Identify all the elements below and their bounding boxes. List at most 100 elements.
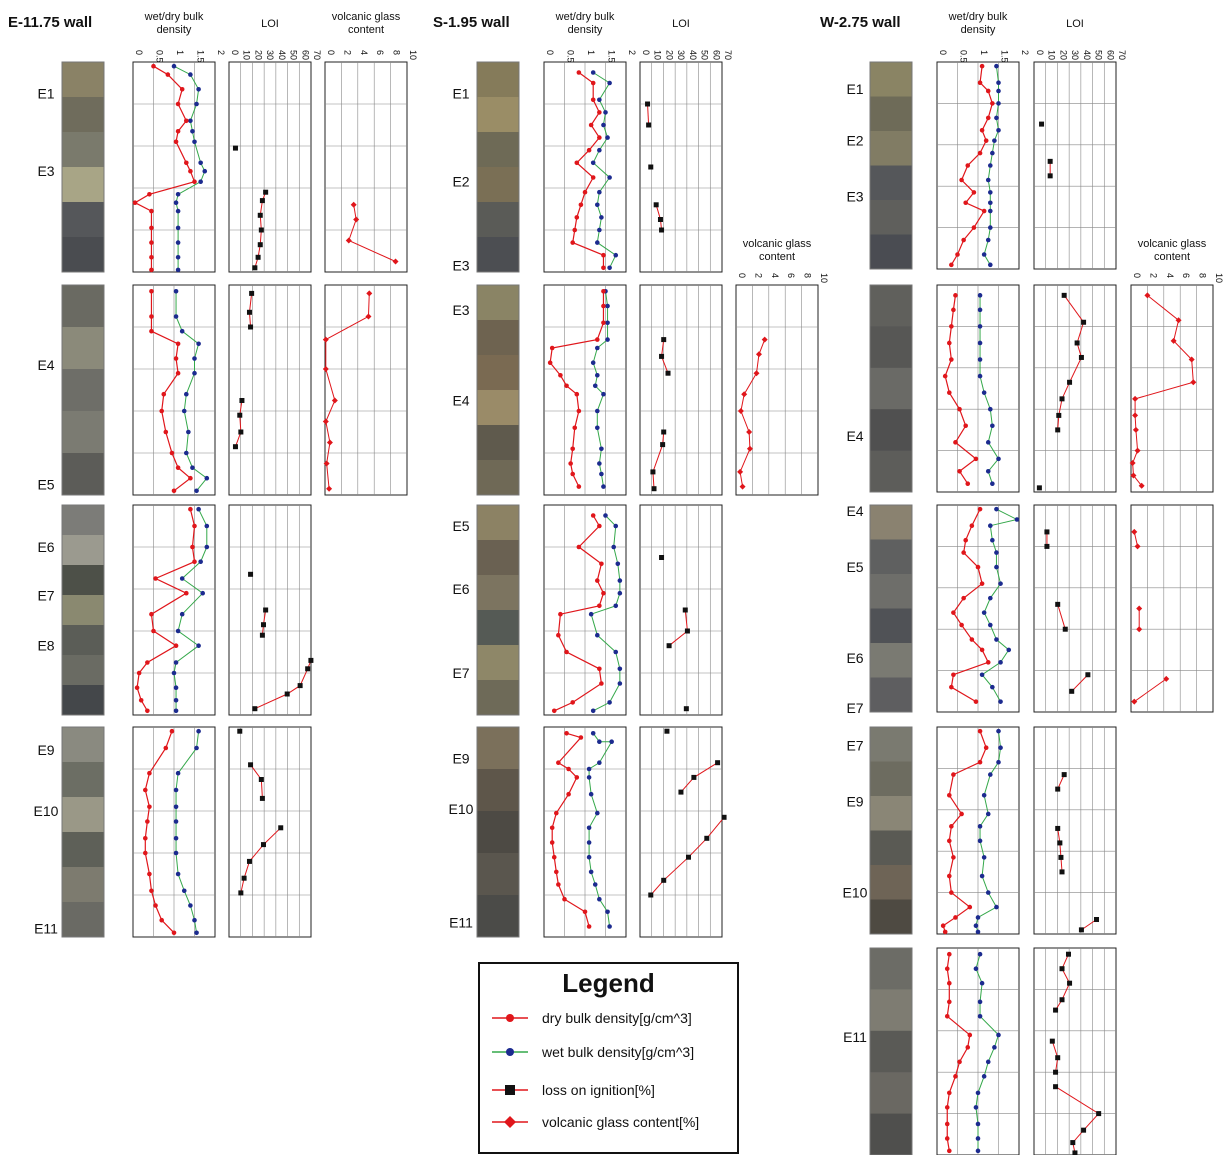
dry-point — [601, 252, 606, 258]
wet-point — [192, 370, 197, 376]
wet-point — [977, 838, 983, 844]
wet-point — [175, 770, 181, 776]
glass-point — [1175, 317, 1182, 324]
dry-point — [961, 550, 966, 555]
wet-point — [196, 87, 201, 92]
wet-point — [975, 929, 981, 935]
core-segment — [477, 727, 519, 770]
glass-point — [1144, 292, 1151, 299]
wet-point — [617, 590, 623, 596]
density-header: density — [961, 24, 996, 36]
dry-point — [574, 775, 580, 780]
core-segment — [870, 96, 912, 132]
horizon-label: E11 — [449, 914, 473, 930]
wet-series-line — [981, 508, 1019, 702]
wet-point — [613, 649, 619, 655]
wet-point — [981, 610, 987, 615]
loi-tick-label: 20 — [664, 50, 674, 60]
loi-header: LOI — [261, 18, 279, 30]
dry-point — [149, 289, 154, 294]
dry-point — [951, 855, 956, 860]
loi-point — [241, 875, 247, 881]
loi-point — [1053, 1084, 1059, 1090]
glass-series-line — [1133, 678, 1167, 703]
dry-point — [163, 429, 169, 435]
loi-point — [246, 309, 252, 315]
loi-point — [721, 814, 727, 820]
horizon-label: E6 — [37, 539, 54, 555]
wet-point — [196, 506, 201, 512]
loi-point — [685, 854, 691, 860]
core-segment — [870, 865, 912, 900]
wet-point — [586, 854, 592, 860]
density-tick-label: 1 — [979, 50, 989, 55]
wet-point — [175, 871, 181, 877]
dry-point — [576, 484, 582, 489]
loi-tick-label: 50 — [1094, 50, 1104, 60]
wet-point — [988, 200, 993, 206]
glass-tick-label: 10 — [819, 273, 829, 283]
loi-point — [252, 706, 258, 712]
wet-point — [590, 731, 596, 736]
dry-point — [574, 160, 580, 166]
wet-point — [985, 237, 991, 243]
glass-header: volcanic glass — [332, 11, 401, 23]
wet-point — [977, 999, 983, 1005]
loi-tick-label: 60 — [300, 50, 310, 60]
dry-point — [564, 649, 569, 655]
dry-point — [173, 139, 179, 145]
core-segment — [870, 409, 912, 452]
dry-point — [590, 80, 596, 86]
dry-point — [601, 303, 606, 309]
dry-point — [564, 383, 569, 389]
wet-point — [194, 488, 199, 494]
loi-point — [691, 774, 697, 780]
dry-point — [163, 745, 169, 751]
loi-tick-label: 60 — [711, 50, 721, 60]
density-tick-label: 0.5 — [959, 50, 969, 63]
dry-point — [961, 237, 966, 243]
dry-point — [173, 643, 179, 648]
loi-tick-label: 40 — [1082, 50, 1092, 60]
wet-point — [973, 966, 979, 971]
glass-point — [322, 366, 329, 372]
dry-point — [165, 72, 171, 77]
glass-point — [746, 429, 753, 435]
core-segment — [477, 540, 519, 576]
dry-point — [599, 561, 604, 567]
wet-point — [996, 759, 1001, 765]
wall-title: E-11.75 wall — [8, 14, 92, 31]
wet-point — [988, 163, 993, 168]
wet-point — [175, 240, 181, 245]
wet-point — [990, 150, 995, 156]
core-segment — [62, 867, 104, 903]
loi-point — [1044, 543, 1050, 549]
core-segment — [870, 367, 912, 410]
glass-point — [1170, 337, 1177, 344]
glass-point — [345, 237, 352, 244]
core-segment — [62, 285, 104, 328]
loi-point — [1081, 319, 1087, 325]
dry-point — [574, 391, 580, 397]
dry-point — [949, 357, 954, 362]
dry-point — [184, 590, 189, 596]
density-tick-label: 2 — [216, 50, 226, 55]
core-segment — [62, 453, 104, 496]
dry-point — [981, 208, 987, 214]
dry-point — [169, 728, 175, 734]
dry-point — [549, 345, 555, 351]
dry-point — [590, 97, 596, 103]
loi-marker-icon — [492, 1085, 528, 1095]
dry-point — [161, 391, 167, 397]
density-tick-label: 2 — [1020, 50, 1030, 55]
glass-tick-label: 8 — [392, 50, 402, 55]
core-segment — [62, 535, 104, 566]
wet-point — [198, 179, 203, 184]
core-segment — [62, 727, 104, 763]
loi-point — [684, 628, 690, 634]
loi-point — [257, 212, 263, 218]
wet-point — [988, 225, 993, 230]
loi-point — [237, 412, 243, 418]
dry-point — [944, 966, 950, 971]
glass-point — [392, 258, 399, 265]
